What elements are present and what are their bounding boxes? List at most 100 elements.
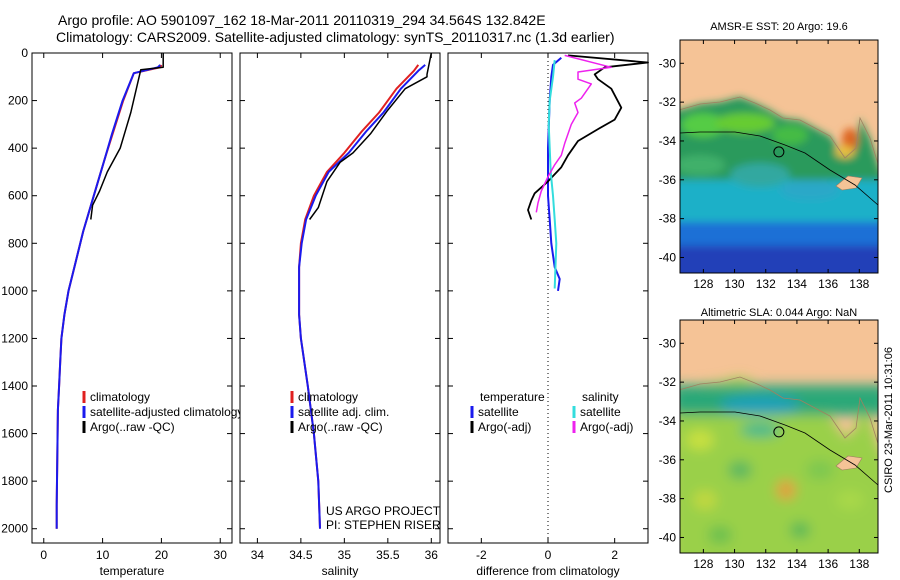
- y-tick-label: 0: [21, 46, 28, 60]
- map-x-tick-label: 132: [756, 557, 776, 571]
- series-line-salinity-satellite: [547, 59, 558, 289]
- sla-map-frame: [679, 319, 879, 554]
- map-y-tick-label: -34: [659, 134, 677, 148]
- x-tick-label: 36: [425, 548, 439, 562]
- x-tick-label: 10: [96, 548, 110, 562]
- map-x-tick-label: 138: [849, 277, 869, 291]
- map-x-tick-label: 134: [787, 557, 807, 571]
- series-line-temperature-argo-adj-: [527, 54, 649, 220]
- series-line-argo-raw-qc-: [90, 53, 164, 220]
- x-tick-label: -2: [476, 548, 487, 562]
- legend-entry: satellite adj. clim.: [298, 405, 389, 419]
- sla-map-image: [680, 320, 878, 553]
- shelf-contour: [680, 131, 878, 206]
- shelf-contour: [680, 411, 878, 486]
- legend-entry: Argo(-adj): [478, 420, 531, 434]
- y-tick-label: 1000: [1, 284, 28, 298]
- x-tick-label: 20: [155, 548, 169, 562]
- x-tick-label: 30: [214, 548, 228, 562]
- y-tick-label: 1200: [1, 331, 28, 345]
- map-x-tick-label: 136: [818, 557, 838, 571]
- profile-plots: 0 10 20 30020040060080010001200140016001800…: [1, 46, 649, 578]
- x-tick-label: 35.5: [376, 548, 400, 562]
- island: [835, 455, 863, 471]
- y-tick-label: 400: [8, 141, 28, 155]
- x-tick-label: 34.5: [289, 548, 313, 562]
- profile-panel-2: 34 34.5 35 35.5 36 salinity climatologysatelli…: [239, 52, 441, 578]
- legend-entry: Argo(..raw -QC): [298, 420, 383, 434]
- profile-panel-3: -2 0 2 difference from climatology temperatu…: [447, 52, 649, 578]
- profile-panel-1: 0 10 20 30 0 200 400 600 800 1000 1200 1400 1600 1800…: [1, 46, 243, 578]
- sst-map-title: AMSR-E SST: 20 Argo: 19.6: [710, 21, 848, 33]
- y-tick-label: 800: [8, 236, 28, 250]
- x-tick-label: 35: [338, 548, 352, 562]
- series-line-satellite-adj-clim-: [298, 64, 426, 529]
- map-x-tick-label: 134: [787, 277, 807, 291]
- coastline: [680, 96, 878, 165]
- map-x-tick-label: 132: [756, 277, 776, 291]
- x-tick-label: 2: [611, 548, 618, 562]
- float-location-marker: [773, 426, 785, 438]
- map-y-tick-label: -30: [659, 56, 677, 70]
- map-x-tick-label: 130: [725, 557, 745, 571]
- sst-map-axes: 128 130 132 134 136 138 -30 -32 -34 -36 -38 -40: [659, 40, 878, 291]
- panel-frame: [239, 52, 441, 544]
- y-tick-label: 1400: [1, 379, 28, 393]
- legend-entry: climatology: [90, 390, 150, 404]
- x-tick-label: 34: [251, 548, 265, 562]
- map-x-tick-label: 128: [693, 277, 713, 291]
- map-x-tick-label: 136: [818, 277, 838, 291]
- map-y-tick-label: -32: [659, 95, 677, 109]
- sla-map-title: Altimetric SLA: 0.044 Argo: NaN: [701, 307, 858, 319]
- x-tick-label: 0: [545, 548, 552, 562]
- sla-map: Altimetric SLA: 0.044 Argo: NaN: [659, 307, 879, 571]
- legend-entry: satellite: [478, 405, 519, 419]
- sst-map-image: [680, 40, 878, 273]
- figure-title-line-1: Argo profile: AO 5901097_162 18-Mar-2011…: [58, 12, 546, 28]
- legend-entry: satellite-adjusted climatology: [90, 405, 243, 419]
- panel-frame: [31, 52, 233, 544]
- sla-map-axes: 128 130 132 134 136 138 -30 -32 -34 -36 -38 -40: [659, 320, 878, 571]
- legend-entry: satellite: [580, 405, 621, 419]
- series-line-temperature-satellite: [547, 57, 562, 292]
- annotation-text: US ARGO PROJECT: [326, 504, 441, 518]
- map-x-tick-label: 128: [693, 557, 713, 571]
- x-axis-label: temperature: [100, 564, 165, 578]
- y-tick-label: 600: [8, 189, 28, 203]
- legend-entry: Argo(..raw -QC): [90, 420, 175, 434]
- map-y-tick-label: -38: [659, 212, 677, 226]
- coastline: [680, 376, 878, 445]
- legend-entry: Argo(-adj): [580, 420, 633, 434]
- y-tick-label: 1600: [1, 427, 28, 441]
- x-tick-label: 0: [40, 548, 47, 562]
- sst-map: AMSR-E SST: 20 Argo: 19.6 128 13: [659, 21, 879, 291]
- map-y-tick-label: -40: [659, 250, 677, 264]
- sst-map-frame: [679, 39, 879, 274]
- side-timestamp: CSIRO 23-Mar-2011 10:31:06: [883, 347, 895, 493]
- x-axis-label: difference from climatology: [476, 564, 619, 578]
- map-y-tick-label: -36: [659, 173, 677, 187]
- map-y-tick-label: -38: [659, 492, 677, 506]
- map-y-tick-label: -36: [659, 453, 677, 467]
- sla-ocean-field: [680, 377, 878, 553]
- map-x-tick-label: 138: [849, 557, 869, 571]
- y-tick-label: 1800: [1, 474, 28, 488]
- legend-entry: climatology: [298, 390, 358, 404]
- legend-header: salinity: [582, 390, 619, 404]
- sst-ocean-field: [680, 97, 878, 273]
- series-line-salinity-argo-adj-: [535, 54, 613, 213]
- series-line-argo-raw-qc-: [308, 52, 433, 220]
- figure-title-line-2: Climatology: CARS2009. Satellite-adjuste…: [56, 29, 614, 45]
- map-y-tick-label: -30: [659, 336, 677, 350]
- annotation-text: PI: STEPHEN RISER: [326, 518, 441, 532]
- y-tick-label: 200: [8, 94, 28, 108]
- map-y-tick-label: -34: [659, 414, 677, 428]
- legend-header: temperature: [480, 390, 545, 404]
- x-axis-label: salinity: [322, 564, 359, 578]
- map-y-tick-label: -40: [659, 530, 677, 544]
- y-tick-label: 2000: [1, 522, 28, 536]
- island: [835, 175, 863, 191]
- map-x-tick-label: 130: [725, 277, 745, 291]
- map-y-tick-label: -32: [659, 375, 677, 389]
